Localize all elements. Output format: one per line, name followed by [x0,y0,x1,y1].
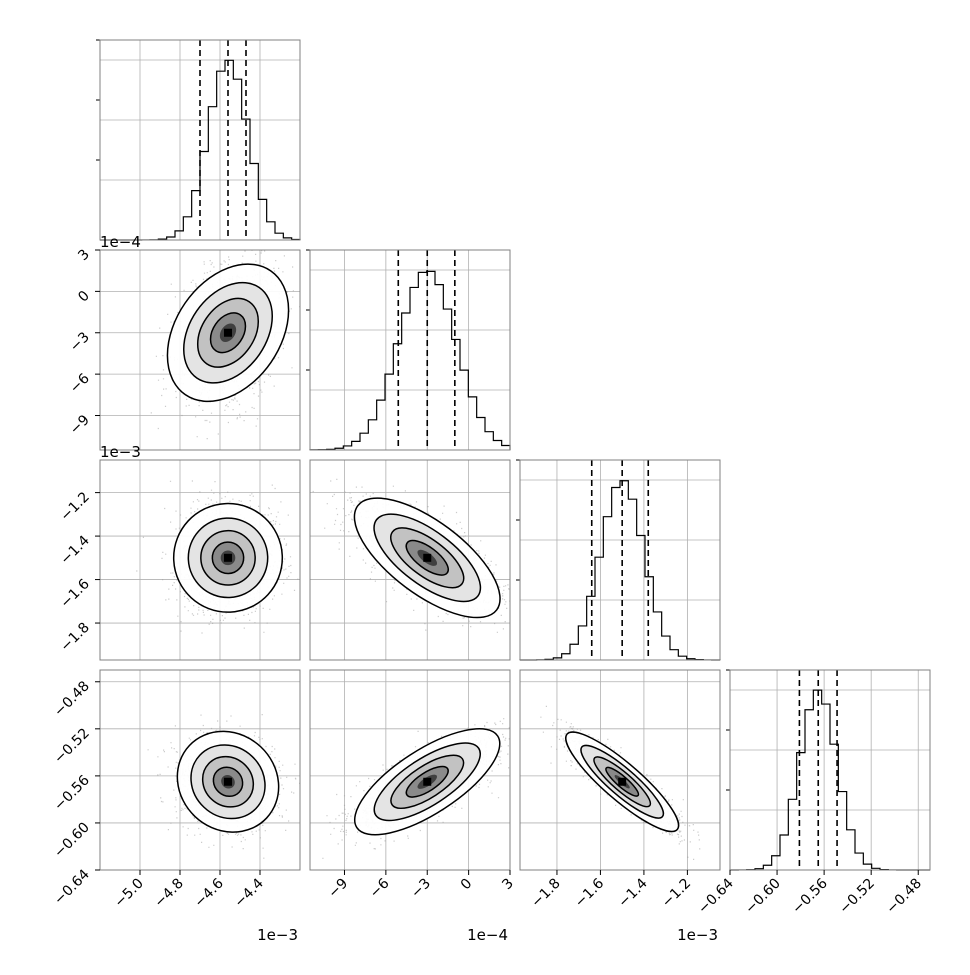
histogram [309,270,511,451]
x-tick-label: −0.60 [742,876,784,918]
density-peak [618,777,627,786]
y-tick-label: −3 [67,329,93,355]
scatter-panel-1-0 [99,249,301,451]
hist-panel-0 [96,39,301,241]
x-tick-label: −6 [367,875,393,901]
y-tick-label: −1.6 [57,576,92,611]
y-tick-label: −9 [67,412,93,438]
y-tick-label: 0 [75,288,93,306]
x-tick-label: −0.48 [883,876,925,918]
x-tick-label: 0 [458,876,476,894]
panel-border [309,249,511,451]
panel-border [519,459,721,661]
x-tick-label: −9 [325,876,351,902]
panel-border [309,459,511,661]
scatter-panel-3-0 [99,669,301,871]
hist-panel-1 [306,249,511,451]
panel-border [729,669,931,871]
scatter-panel-3-1 [309,669,511,871]
x-tick-label: 3 [499,876,517,894]
x-tick-label: −1.4 [615,875,650,910]
panel-frame [520,460,720,660]
panel-frame [730,670,930,870]
scatter-points [310,478,510,633]
y-offset-label: 1e−4 [100,233,141,251]
y-tick-label: −1.8 [57,620,92,655]
y-tick-label: −0.64 [51,866,93,908]
y-tick-label: −1.4 [57,533,92,568]
x-tick-label: −1.8 [528,876,563,911]
x-tick-label: −1.6 [572,875,607,910]
y-tick-label: −0.52 [51,725,93,767]
x-tick-label: −0.64 [695,875,737,917]
panel-border [99,459,301,661]
x-offset-label: 1e−3 [257,926,298,944]
panel-border [309,669,511,871]
scatter-panel-2-0 [99,459,301,661]
x-offset-label: 1e−4 [467,926,508,944]
y-tick-label: −0.56 [51,772,93,814]
density-peak [224,328,232,337]
histogram [519,480,721,661]
x-tick-label: −4.4 [231,875,266,910]
y-tick-label: −0.60 [51,819,93,861]
x-tick-label: −3 [408,876,434,902]
y-tick-label: −0.48 [51,678,93,720]
panel-border [99,39,301,241]
panel-border [99,669,301,871]
x-tick-label: −0.56 [789,875,831,917]
density-peak [224,777,232,786]
density-peak [224,553,232,562]
x-tick-label: −5.0 [111,876,146,911]
hist-panel-3 [726,669,931,871]
x-offset-label: 1e−3 [677,926,718,944]
scatter-panel-3-2 [519,669,721,871]
panel-frame [310,250,510,450]
x-tick-label: −0.52 [836,876,878,918]
y-tick-label: −1.2 [57,489,92,524]
y-tick-label: −6 [67,371,93,397]
y-tick-label: 3 [75,247,93,265]
density-peak [423,777,432,786]
x-tick-label: −4.8 [151,876,186,911]
x-tick-label: −1.2 [659,876,694,911]
hist-panel-2 [516,459,721,661]
density-peak [423,553,432,562]
x-tick-label: −4.6 [191,875,226,910]
scatter-panel-2-1 [309,459,511,661]
panel-border [519,669,721,871]
panel-border [99,249,301,451]
y-offset-label: 1e−3 [100,443,141,461]
